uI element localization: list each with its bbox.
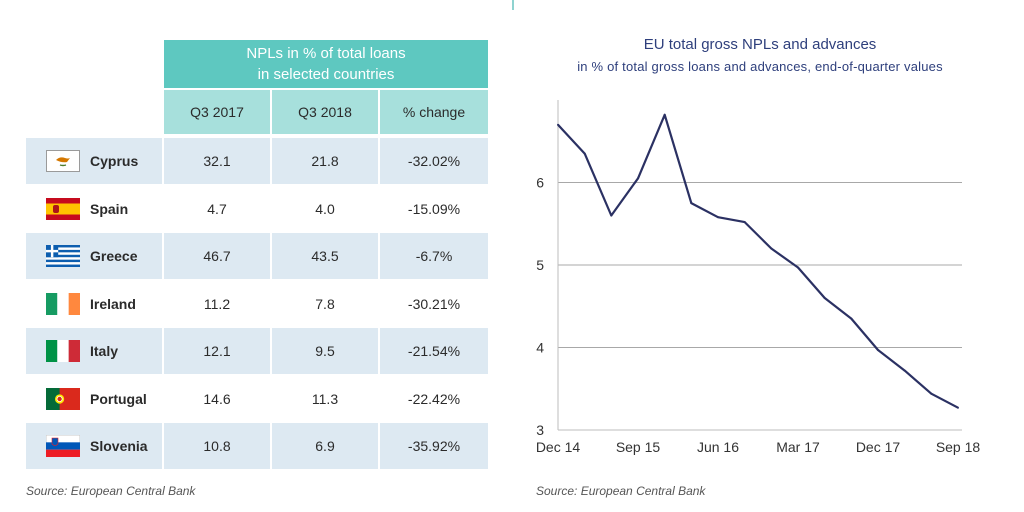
data-point [637,177,639,180]
data-point [717,216,719,219]
portugal-flag-icon [46,387,80,410]
data-point [823,297,826,299]
divider-tick [512,0,514,10]
q3-2018-value: 11.3 [272,375,378,422]
data-point [930,392,933,395]
country-name: Spain [90,200,129,217]
table-title-line2: in selected countries [257,66,395,83]
series-line [557,113,959,409]
data-point [797,266,799,269]
country-cell: Cyprus [26,138,162,184]
country-name: Slovenia [90,438,148,454]
y-tick-label: 4 [536,340,544,356]
country-name: Ireland [90,295,136,312]
y-tick-label: 5 [536,257,544,273]
q3-2017-value: 11.2 [164,280,270,327]
q3-2017-value: 46.7 [164,233,270,279]
data-point [957,406,959,409]
x-tick-label: Dec 17 [856,439,901,455]
cyprus-flag-icon [46,150,80,172]
q3-2018-value: 43.5 [272,233,378,279]
q3-2017-value: 10.8 [164,423,270,469]
q3-2018-value: 4.0 [272,185,378,232]
x-tick-label: Sep 15 [616,439,661,455]
data-point [743,221,746,224]
data-point [877,348,879,351]
greece-flag-icon [46,245,80,267]
country-name: Portugal [90,390,147,407]
country-name: Cyprus [90,153,139,169]
country-cell: Italy [26,328,162,374]
chart-gridlines [558,182,962,348]
data-point [903,369,906,372]
data-point [557,123,559,126]
country-cell: Greece [26,233,162,279]
q3-2017-value: 4.7 [164,185,270,232]
change-value: -22.42% [380,375,488,422]
country-cell: Ireland [26,280,162,327]
chart-title: EU total gross NPLs and advances [643,36,877,53]
chart-source: Source: European Central Bank [536,484,706,498]
spain-flag-icon [46,197,80,220]
country-cell: Slovenia [26,423,162,469]
change-value: -32.02% [380,138,488,184]
q3-2018-value: 9.5 [272,328,378,374]
ireland-flag-icon [46,292,80,315]
table-title: NPLs in % of total loans in selected cou… [164,40,488,88]
y-tick-labels: 3 4 5 6 [536,175,544,439]
country-cell: Portugal [26,375,162,422]
column-header-change: % change [380,90,488,134]
change-value: -6.7% [380,233,488,279]
change-value: -35.92% [380,423,488,469]
country-name: Greece [90,248,138,264]
column-header-q3-2018: Q3 2018 [272,90,378,134]
data-point [663,113,666,116]
table-title-line1: NPLs in % of total loans [246,45,406,62]
q3-2018-value: 21.8 [272,138,378,184]
x-tick-label: Mar 17 [776,439,820,455]
y-tick-label: 3 [536,422,544,438]
q3-2018-value: 7.8 [272,280,378,327]
chart-subtitle: in % of total gross loans and advances, … [577,59,943,74]
country-name: Italy [90,343,119,359]
x-tick-label: Dec 14 [536,439,581,455]
change-value: -30.21% [380,280,488,327]
q3-2017-value: 12.1 [164,328,270,374]
x-tick-labels: Dec 14 Sep 15 Jun 16 Mar 17 Dec 17 Sep 18 [536,439,981,455]
data-point [770,247,773,250]
y-tick-label: 6 [536,175,544,191]
slovenia-flag-icon [45,434,81,458]
italy-flag-icon [46,340,80,362]
table-source: Source: European Central Bank [26,484,196,498]
data-point [583,152,586,155]
change-value: -21.54% [380,328,488,374]
x-tick-label: Sep 18 [936,439,981,455]
q3-2017-value: 32.1 [164,138,270,184]
data-point [610,214,613,217]
q3-2018-value: 6.9 [272,423,378,469]
column-header-q3-2017: Q3 2017 [164,90,270,134]
series-points [557,113,959,409]
q3-2017-value: 14.6 [164,375,270,422]
data-point [690,202,693,205]
country-cell: Spain [26,185,162,232]
data-point [850,317,853,320]
change-value: -15.09% [380,185,488,232]
x-tick-label: Jun 16 [697,439,739,455]
